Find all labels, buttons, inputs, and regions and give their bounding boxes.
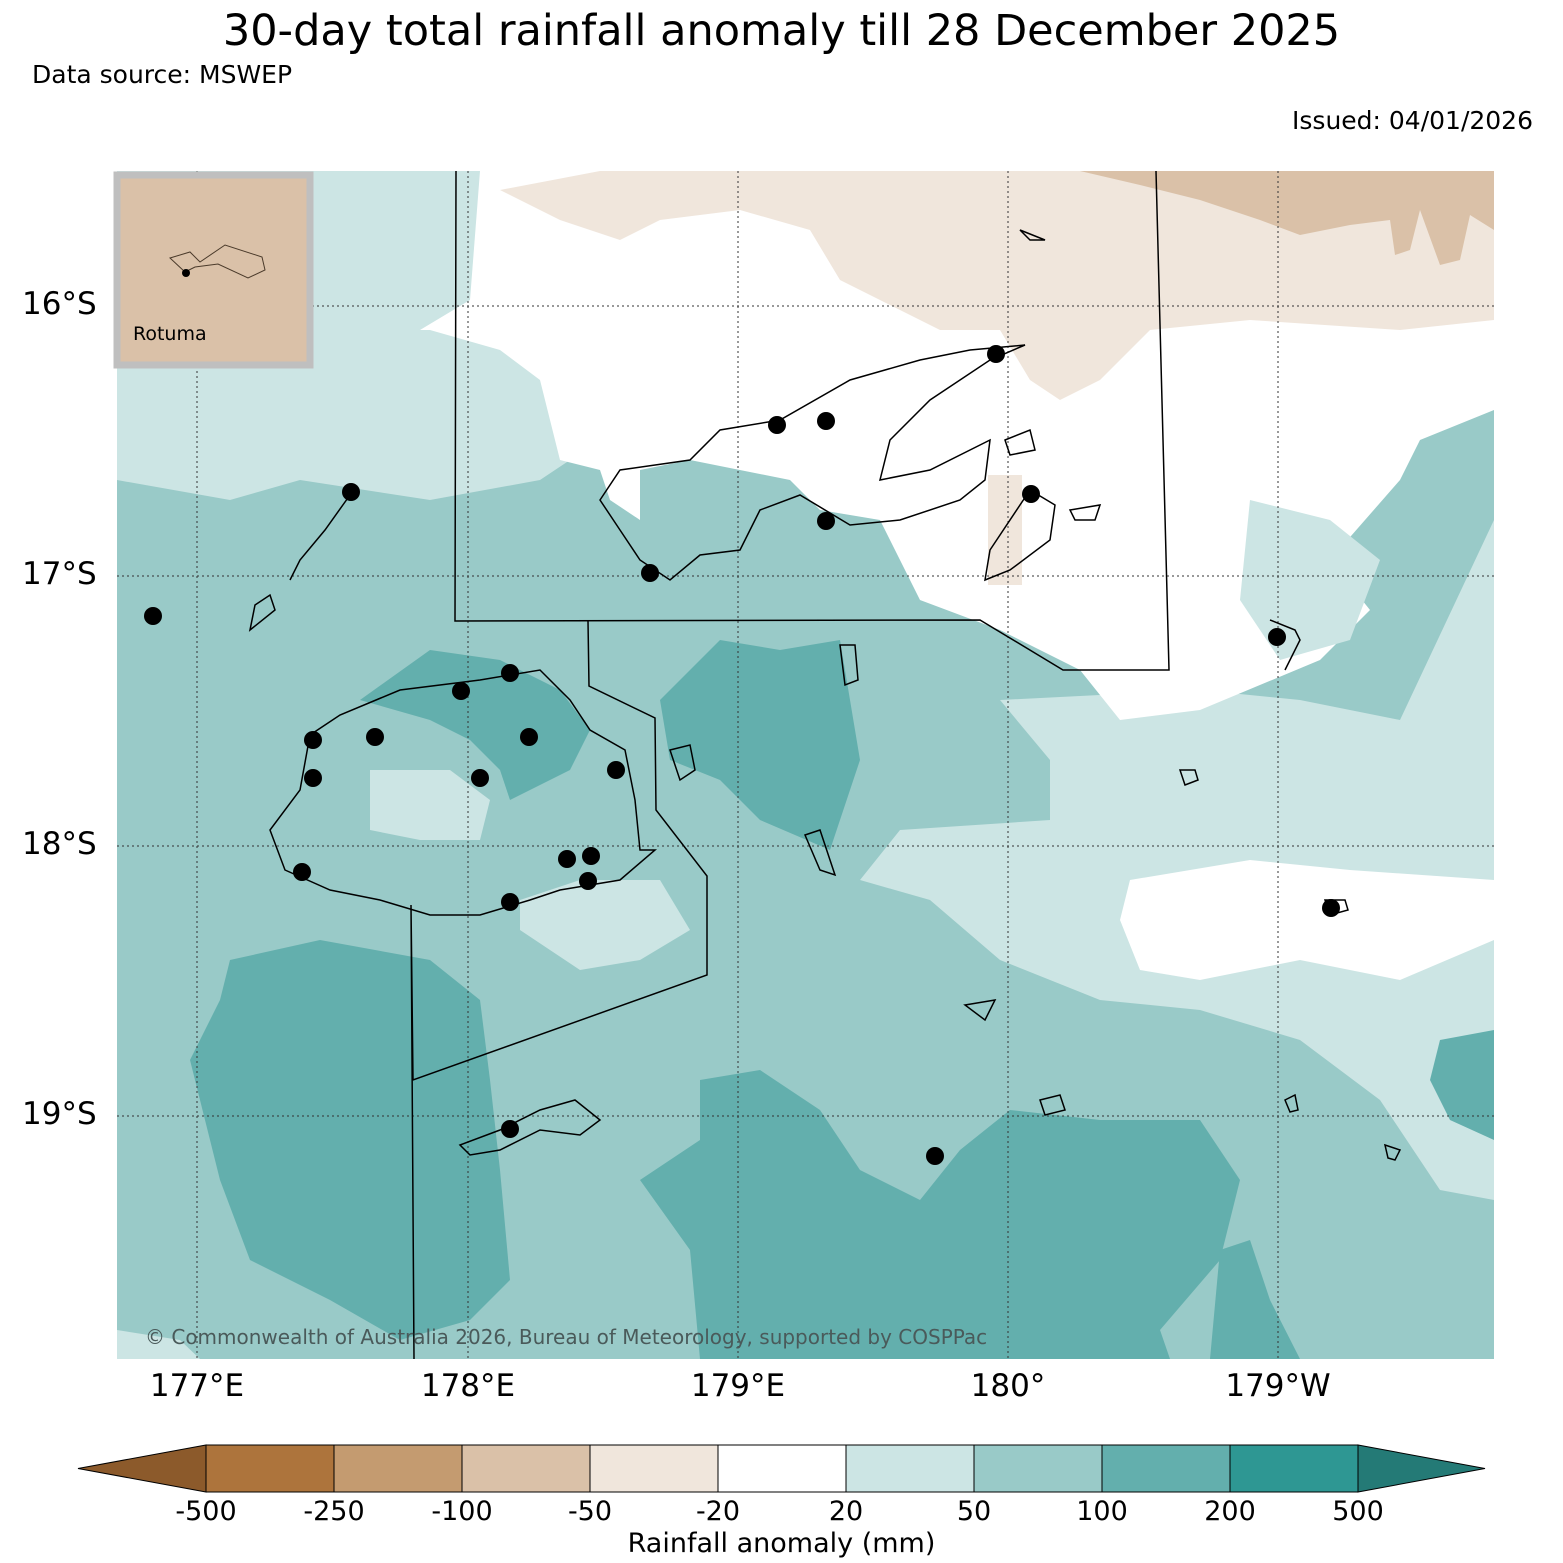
lat-label-17s: 17°S bbox=[22, 556, 97, 592]
colorbar-bin bbox=[333, 1444, 463, 1493]
colorbar-tick-5: 20 bbox=[828, 1496, 864, 1527]
colorbar-bin bbox=[845, 1444, 975, 1493]
map-title: 30-day total rainfall anomaly till 28 De… bbox=[222, 6, 1341, 56]
copyright-notice: © Commonwealth of Australia 2026, Bureau… bbox=[145, 1325, 988, 1349]
colorbar-tick-0: -500 bbox=[175, 1496, 237, 1527]
colorbar-title: Rainfall anomaly (mm) bbox=[627, 1528, 936, 1559]
vanua-levu-island bbox=[599, 344, 1026, 581]
colorbar-tick-1: -250 bbox=[303, 1496, 365, 1527]
division-boundaries bbox=[410, 171, 1170, 1359]
colorbar-extend-high bbox=[1357, 1444, 1486, 1493]
rotuma-inset bbox=[113, 171, 314, 369]
lat-label-19s: 19°S bbox=[22, 1096, 97, 1132]
lon-label-178e: 178°E bbox=[420, 1368, 516, 1404]
colorbar-bin bbox=[973, 1444, 1103, 1493]
colorbar-tick-6: 50 bbox=[956, 1496, 992, 1527]
colorbar-bin bbox=[461, 1444, 591, 1493]
data-source: Data source: MSWEP bbox=[32, 60, 293, 89]
taveuni-island bbox=[984, 488, 1056, 582]
gridlines bbox=[117, 171, 1494, 1359]
colorbar-bin bbox=[205, 1444, 335, 1493]
colorbar-bin bbox=[1229, 1444, 1359, 1493]
lon-label-180: 180° bbox=[970, 1368, 1046, 1404]
lon-label-179e: 179°E bbox=[690, 1368, 786, 1404]
issued-date: Issued: 04/01/2026 bbox=[1292, 106, 1533, 135]
colorbar-bin bbox=[717, 1444, 847, 1493]
lon-label-177e: 177°E bbox=[149, 1368, 245, 1404]
koro-island bbox=[839, 644, 859, 687]
colorbar-tick-4: -20 bbox=[695, 1496, 741, 1527]
colorbar-bin bbox=[589, 1444, 719, 1493]
colorbar-extend-low bbox=[77, 1444, 207, 1493]
colorbar-tick-2: -100 bbox=[431, 1496, 493, 1527]
colorbar-tick-9: 500 bbox=[1332, 1496, 1384, 1527]
colorbar-tick-7: 100 bbox=[1076, 1496, 1128, 1527]
kadavu-island bbox=[458, 1099, 602, 1156]
ovalau-island bbox=[669, 744, 696, 782]
colorbar-tick-8: 200 bbox=[1204, 1496, 1256, 1527]
colorbar-tick-3: -50 bbox=[567, 1496, 613, 1527]
inset-label: Rotuma bbox=[133, 323, 207, 345]
station-markers bbox=[144, 345, 1340, 1165]
lat-label-18s: 18°S bbox=[22, 826, 97, 862]
colorbar bbox=[77, 1444, 1486, 1493]
lon-label-179w: 179°W bbox=[1225, 1368, 1331, 1404]
lat-label-16s: 16°S bbox=[22, 286, 97, 322]
viti-levu-island bbox=[269, 669, 658, 916]
gau-island bbox=[803, 829, 837, 877]
colorbar-bin bbox=[1101, 1444, 1231, 1493]
island-coastlines bbox=[248, 229, 1402, 1161]
anomaly-field bbox=[117, 171, 1494, 1359]
